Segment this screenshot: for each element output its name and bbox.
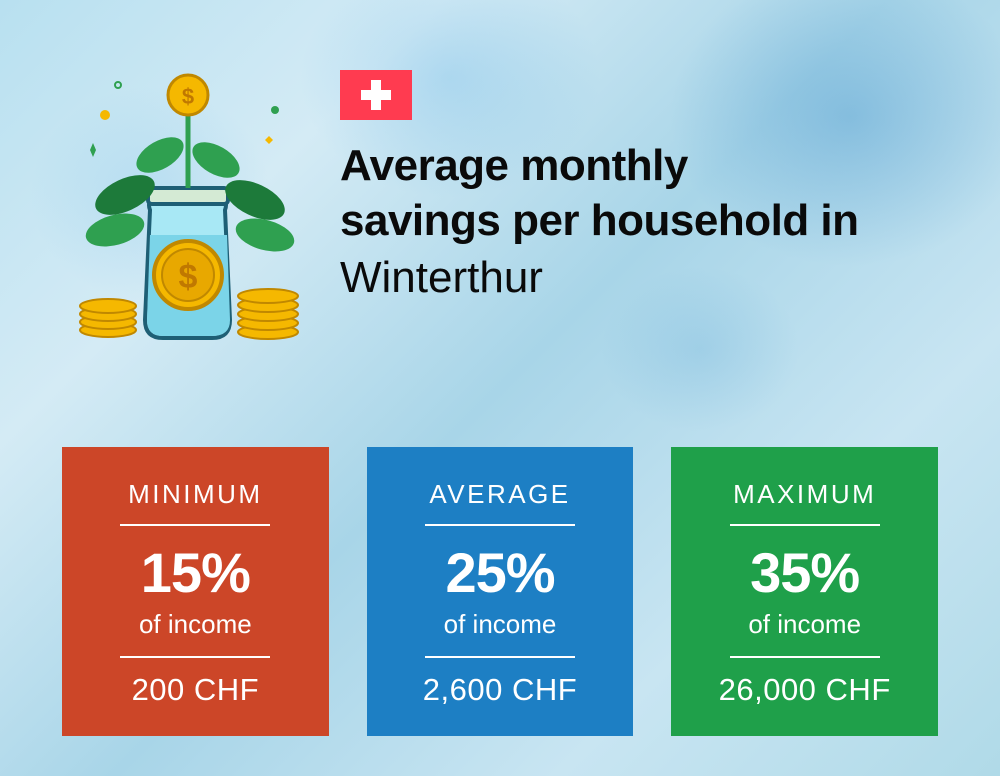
card-label: MINIMUM [86, 479, 305, 510]
card-sublabel: of income [86, 609, 305, 640]
card-percent: 35% [695, 540, 914, 605]
card-label: MAXIMUM [695, 479, 914, 510]
title-line-1: Average monthly [340, 138, 859, 193]
header-section: $ $ Average monthly savings per househo [70, 60, 940, 350]
title-city: Winterthur [340, 250, 859, 305]
card-divider [730, 524, 880, 526]
savings-jar-illustration: $ $ [70, 60, 310, 350]
card-amount: 26,000 CHF [695, 672, 914, 708]
title-line-2: savings per household in [340, 193, 859, 248]
card-divider [425, 524, 575, 526]
card-divider [425, 656, 575, 658]
card-divider [730, 656, 880, 658]
header-text-block: Average monthly savings per household in… [340, 60, 859, 305]
card-maximum: MAXIMUM 35% of income 26,000 CHF [671, 447, 938, 736]
card-amount: 200 CHF [86, 672, 305, 708]
card-label: AVERAGE [391, 479, 610, 510]
card-minimum: MINIMUM 15% of income 200 CHF [62, 447, 329, 736]
card-sublabel: of income [695, 609, 914, 640]
card-percent: 15% [86, 540, 305, 605]
stat-cards-row: MINIMUM 15% of income 200 CHF AVERAGE 25… [62, 447, 938, 736]
svg-text:$: $ [182, 84, 194, 109]
card-divider [120, 656, 270, 658]
card-percent: 25% [391, 540, 610, 605]
card-sublabel: of income [391, 609, 610, 640]
swiss-flag-icon [340, 70, 412, 120]
svg-text:$: $ [179, 258, 198, 296]
card-divider [120, 524, 270, 526]
card-amount: 2,600 CHF [391, 672, 610, 708]
card-average: AVERAGE 25% of income 2,600 CHF [367, 447, 634, 736]
